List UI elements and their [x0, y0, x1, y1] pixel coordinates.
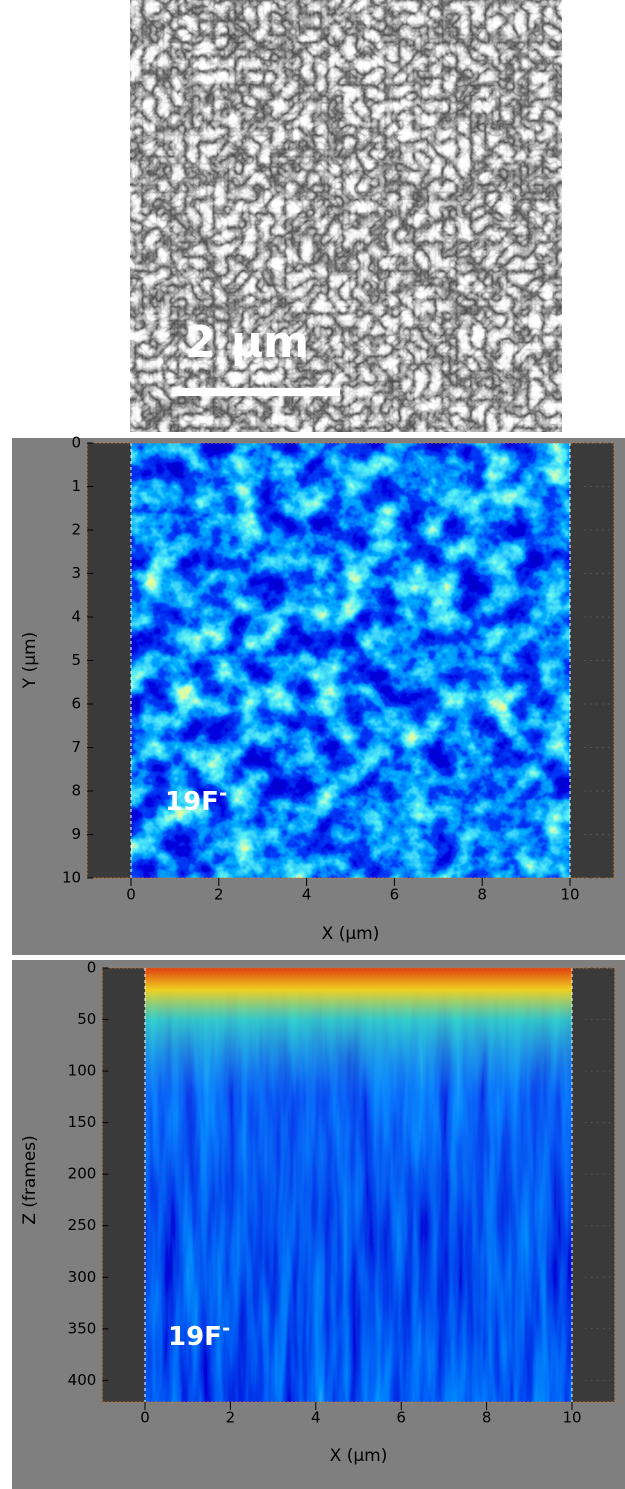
ion-map [131, 443, 570, 878]
x-axis-label: X (μm) [322, 924, 380, 944]
y-tick-label: 3 [72, 564, 82, 582]
y-tick-label: 2 [72, 521, 82, 539]
y-tick-label: 400 [68, 1371, 97, 1389]
ion-charge: - [219, 781, 227, 805]
y-tick-label: 6 [72, 695, 82, 713]
ion-label: 19F- [165, 781, 227, 817]
x-tick-label: 2 [214, 886, 224, 904]
sims-panel: 0 50 100 150 200 250 300 350 400 0 2 4 6 8 10 X (μm) Z (… [12, 959, 625, 1489]
y-tick-label: 8 [72, 782, 82, 800]
ion-label: 19F- [168, 1316, 230, 1352]
y-tick-label: 0 [72, 434, 82, 452]
y-tick-label: 1 [72, 477, 82, 495]
x-tick-label: 10 [562, 1409, 581, 1427]
scale-bar [172, 388, 340, 396]
x-tick-label: 4 [302, 886, 312, 904]
x-tick-label: 0 [126, 886, 136, 904]
y-tick-label: 200 [68, 1165, 97, 1183]
y-tick-label: 250 [68, 1216, 97, 1234]
y-tick-label: 7 [72, 738, 82, 756]
x-axis-label: X (μm) [330, 1446, 388, 1466]
x-tick-label: 4 [311, 1409, 321, 1427]
y-tick-label: 9 [72, 825, 82, 843]
x-tick-label: 6 [390, 886, 400, 904]
y-tick-label: 10 [62, 869, 81, 887]
y-tick-label: 0 [87, 959, 97, 977]
y-axis-label: Z (frames) [20, 1135, 40, 1225]
sims-panel: 0 1 2 3 4 5 6 7 8 9 10 0 2 4 6 8 10 X (μm) Y (μm) 19F- [12, 434, 625, 955]
surface-intensity [145, 968, 572, 1402]
plot-frame [101, 967, 616, 1403]
scale-bar-label: 2 μm [185, 317, 309, 368]
x-tick-label: 2 [226, 1409, 236, 1427]
ion-mass: 19F [165, 787, 219, 817]
x-tick-label: 6 [396, 1409, 406, 1427]
ion-charge: - [222, 1316, 230, 1340]
y-tick-label: 300 [68, 1268, 97, 1286]
sem-image: 2 μm [130, 0, 562, 432]
y-tick-label: 100 [68, 1062, 97, 1080]
x-tick-label: 10 [560, 886, 579, 904]
y-tick-label: 4 [72, 608, 82, 626]
y-tick-label: 350 [68, 1319, 97, 1337]
x-tick-label: 0 [140, 1409, 150, 1427]
y-tick-label: 5 [72, 651, 82, 669]
y-tick-label: 50 [77, 1010, 96, 1028]
y-tick-label: 150 [68, 1113, 97, 1131]
y-axis-label: Y (μm) [20, 632, 40, 689]
x-tick-label: 8 [482, 1409, 492, 1427]
plot-frame [86, 442, 615, 879]
sem-texture [130, 0, 562, 432]
x-tick-label: 8 [477, 886, 487, 904]
ion-mass: 19F [168, 1322, 222, 1352]
